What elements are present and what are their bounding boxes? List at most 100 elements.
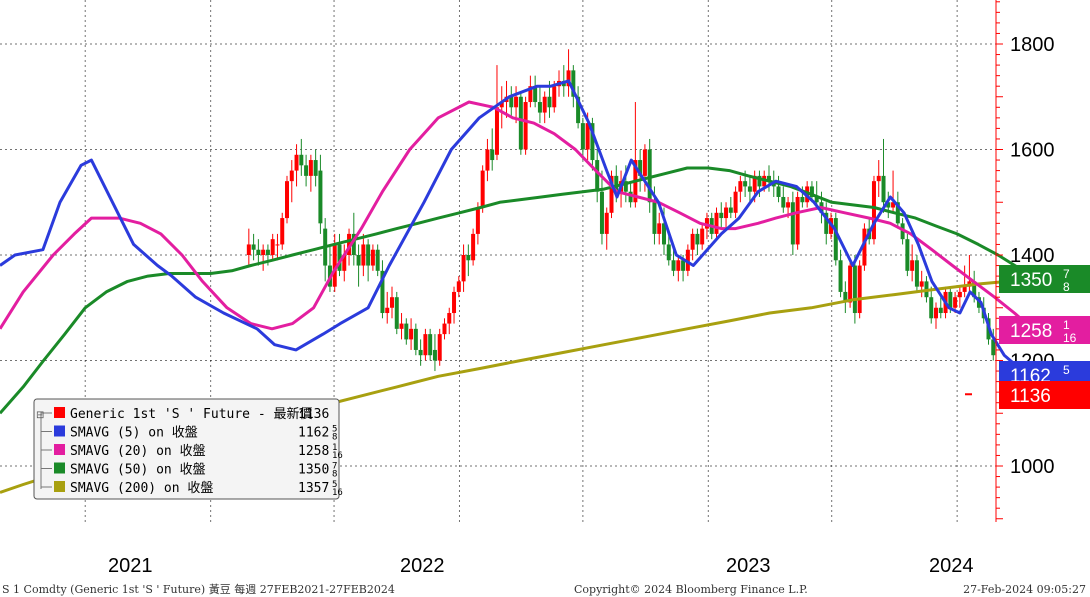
- candle-body: [533, 86, 538, 103]
- candle-body: [609, 175, 614, 213]
- candle-body: [719, 212, 724, 219]
- candle-body: [523, 102, 528, 150]
- candle-body: [399, 323, 404, 329]
- candle-body: [456, 281, 461, 292]
- last-value-tag: 1258 116: [999, 316, 1090, 345]
- candle-body: [452, 291, 457, 314]
- tag-value: 1136: [1010, 386, 1051, 407]
- candle-body: [304, 165, 309, 176]
- candle-body: [461, 255, 466, 282]
- candle-body: [642, 149, 647, 176]
- candle-body: [843, 291, 848, 303]
- candle-body: [891, 202, 896, 208]
- legend-marker: [54, 481, 65, 492]
- candle-body: [466, 255, 471, 261]
- candle-body: [351, 233, 356, 255]
- legend-marker: [54, 425, 65, 437]
- x-axis: 2021 2022 2023 2024: [108, 555, 974, 577]
- candle-body: [905, 239, 910, 271]
- tag-frac-num: 7: [1063, 267, 1070, 281]
- candle-body: [948, 291, 953, 308]
- candle-body: [380, 270, 385, 314]
- legend-value: 1136: [298, 407, 329, 422]
- y-tick-label: 1600: [1010, 140, 1055, 162]
- candle-body: [766, 175, 771, 182]
- candle-body: [447, 313, 452, 324]
- candle-body: [938, 307, 943, 314]
- candle-body: [342, 255, 347, 271]
- tag-bg: [999, 316, 1090, 344]
- x-tick-label: 2021: [108, 555, 153, 577]
- candle-body: [566, 70, 571, 87]
- candle-body: [929, 297, 934, 319]
- candle-body: [604, 212, 609, 234]
- y-axis: 10001200140016001800: [995, 0, 1055, 522]
- candle-body: [862, 228, 867, 266]
- legend-frac-num: 7: [332, 462, 337, 472]
- x-tick-label: 2022: [400, 555, 445, 577]
- candle-body: [471, 233, 476, 261]
- candle-body: [270, 239, 275, 255]
- series-line-2: [0, 166, 1035, 415]
- legend-marker: [54, 407, 65, 418]
- candle-body: [728, 207, 733, 213]
- candle-body: [786, 202, 791, 208]
- grid: [0, 0, 996, 522]
- candle-body: [714, 212, 719, 234]
- candle-body: [690, 233, 695, 250]
- candle-body: [638, 160, 643, 176]
- candle-body: [733, 191, 738, 213]
- legend-box: [33, 398, 340, 500]
- candle-body: [356, 255, 361, 266]
- x-tick-label: 2023: [726, 555, 771, 577]
- candle-body: [289, 170, 294, 182]
- legend-label: SMAVG (5) on 收盤: [70, 426, 198, 441]
- x-tick-label: 2024: [929, 555, 974, 577]
- candle-body: [957, 291, 962, 298]
- legend-marker: [54, 462, 65, 474]
- candle-body: [318, 170, 323, 224]
- candle-body: [614, 175, 619, 192]
- candle-body: [246, 244, 251, 255]
- candle-body: [886, 202, 891, 208]
- y-tick-label: 1400: [1010, 245, 1055, 267]
- candle-body: [724, 207, 729, 219]
- candle-body: [308, 160, 313, 176]
- candle-body: [599, 191, 604, 234]
- tag-bg: [999, 381, 1090, 409]
- legend-collapse-icon: ⊟: [36, 410, 44, 421]
- tag-value: 1350: [1010, 270, 1052, 291]
- candle-body: [475, 207, 480, 234]
- candle-body: [432, 349, 437, 361]
- candle-body: [953, 297, 958, 308]
- tag-frac-den: 16: [1063, 331, 1077, 345]
- legend-label: SMAVG (20) on 收盤: [70, 444, 206, 459]
- candle-body: [790, 202, 795, 245]
- last-value-tag: 1136: [999, 381, 1090, 409]
- candle-body: [437, 334, 442, 361]
- candle-body: [671, 260, 676, 271]
- candle-body: [547, 96, 552, 108]
- candle-body: [337, 244, 342, 271]
- legend-value: 1350: [298, 463, 329, 478]
- candle-body: [595, 160, 600, 192]
- candle-body: [910, 260, 915, 271]
- candle-body: [347, 233, 352, 255]
- candle-body: [833, 218, 838, 261]
- legend-frac-den: 8: [332, 433, 337, 443]
- candle-body: [800, 196, 805, 203]
- candle-body: [848, 265, 853, 303]
- candle-body: [280, 218, 285, 245]
- candle-body: [652, 202, 657, 234]
- candle-body: [370, 249, 375, 266]
- y-tick-label: 1000: [1010, 456, 1055, 478]
- candle-body: [518, 96, 523, 150]
- candle-body: [747, 186, 752, 192]
- candlesticks: [246, 49, 996, 372]
- candle-body: [313, 160, 318, 176]
- candle-body: [299, 154, 304, 166]
- candle-body: [490, 149, 495, 161]
